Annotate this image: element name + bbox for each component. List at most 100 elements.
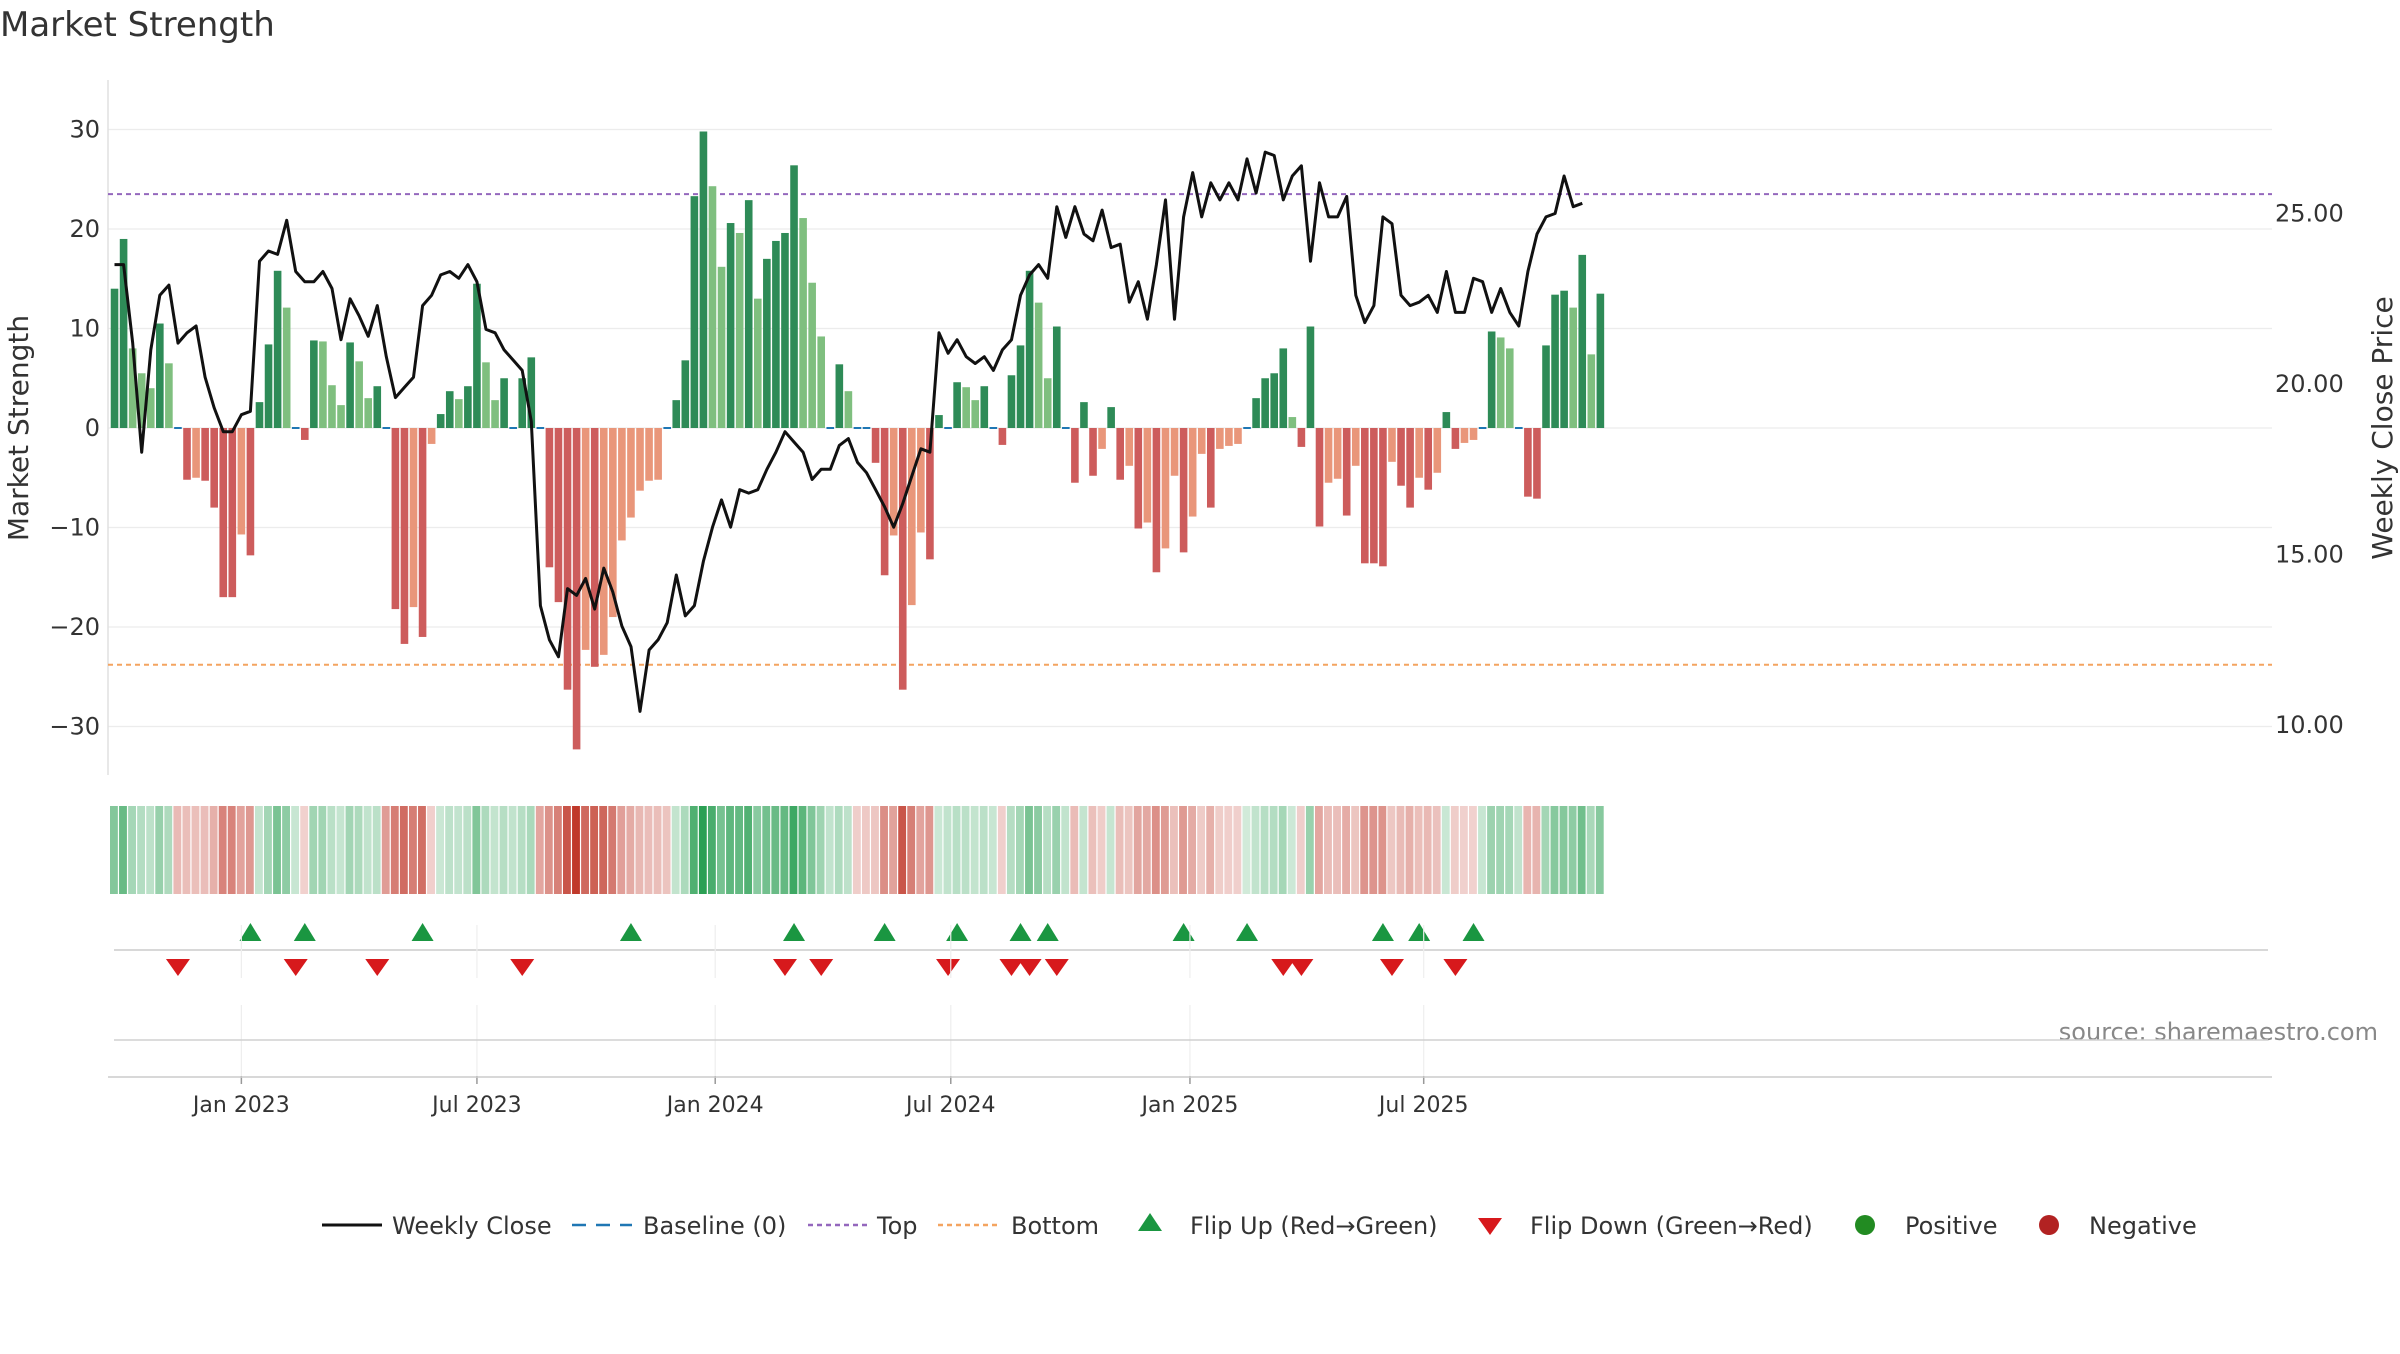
- heat-cell: [626, 806, 635, 894]
- strength-bar: [1587, 354, 1596, 428]
- heat-cell: [372, 806, 381, 894]
- strength-bar: [953, 382, 961, 428]
- strength-bar: [110, 288, 119, 428]
- strength-bar: [917, 428, 925, 533]
- strength-bar: [1379, 428, 1387, 567]
- heat-cell: [1287, 806, 1296, 894]
- heat-cell: [1469, 806, 1477, 894]
- heat-cell: [164, 806, 173, 894]
- strength-bar: [1270, 373, 1279, 428]
- flip-down-marker: [1271, 959, 1296, 976]
- heat-cell: [273, 806, 281, 894]
- heat-cell: [1188, 806, 1196, 894]
- strength-bar: [1596, 293, 1605, 428]
- strength-bar: [962, 387, 970, 428]
- x-tick-label: Jul 2023: [430, 1093, 522, 1118]
- x-tick-label: Jul 2024: [904, 1093, 996, 1118]
- strength-bar: [726, 223, 735, 428]
- heat-cell: [218, 806, 227, 894]
- flip-up-marker: [1462, 923, 1485, 941]
- heat-cell: [590, 806, 599, 894]
- heat-cell: [1505, 806, 1514, 894]
- heat-cell: [454, 806, 463, 894]
- strength-bar: [1134, 428, 1143, 529]
- heat-cell: [1514, 806, 1523, 894]
- heat-cell: [671, 806, 680, 894]
- heat-cell: [408, 806, 417, 894]
- baseline-dash: [536, 427, 545, 429]
- heat-cell: [662, 806, 671, 894]
- heat-cell: [1487, 806, 1495, 894]
- left-y-tick-label: 0: [85, 414, 100, 442]
- heat-cell: [1324, 806, 1332, 894]
- flip-down-marker: [999, 959, 1024, 976]
- right-y-tick-label: 10.00: [2275, 711, 2344, 739]
- heat-cell: [390, 806, 399, 894]
- heat-cell: [1414, 806, 1423, 894]
- strength-bar: [880, 428, 889, 576]
- heat-cell: [816, 806, 825, 894]
- strength-bar: [1388, 428, 1396, 462]
- heat-cell: [1034, 806, 1042, 894]
- heat-cell: [1215, 806, 1224, 894]
- legend: Weekly Close Baseline (0) Top Bottom Flip Up…: [322, 1212, 2197, 1240]
- strength-bar: [455, 399, 463, 428]
- left-y-tick-label: 20: [69, 215, 100, 243]
- strength-bar: [192, 428, 200, 478]
- baseline-dash: [509, 427, 517, 429]
- heat-cell: [336, 806, 345, 894]
- strength-bar: [772, 240, 780, 428]
- heat-cell: [771, 806, 780, 894]
- flip-up-marker: [873, 923, 896, 941]
- legend-flip-down-label: Flip Down (Green→Red): [1530, 1212, 1813, 1240]
- heat-cell: [1170, 806, 1178, 894]
- flip-markers: [114, 923, 2268, 976]
- strength-bar: [971, 400, 980, 428]
- strength-bar: [518, 378, 527, 428]
- strength-bar: [563, 428, 572, 690]
- strength-bar: [391, 428, 400, 610]
- heat-cell: [617, 806, 626, 894]
- baseline-dash: [174, 427, 182, 429]
- legend-top-label: Top: [876, 1212, 918, 1240]
- strength-bar: [908, 428, 916, 606]
- flip-up-marker: [293, 923, 316, 941]
- flip-down-marker: [283, 959, 308, 976]
- strength-bar: [1288, 417, 1297, 428]
- heat-cell: [961, 806, 970, 894]
- strength-bar: [183, 428, 191, 480]
- strength-bar: [844, 391, 853, 428]
- strength-bar: [554, 428, 563, 603]
- flip-down-marker: [365, 959, 390, 976]
- strength-bar: [156, 323, 164, 428]
- heat-cell: [861, 806, 870, 894]
- strength-bar: [500, 378, 508, 428]
- heat-cell: [889, 806, 898, 894]
- heat-cell: [907, 806, 916, 894]
- strength-bar: [1098, 428, 1106, 449]
- heat-cell: [635, 806, 644, 894]
- strength-bar: [1505, 348, 1514, 428]
- strength-bar: [1533, 428, 1541, 499]
- heat-cell: [1269, 806, 1278, 894]
- strength-bar: [1197, 428, 1206, 454]
- heat-cell: [1224, 806, 1233, 894]
- heat-cell: [1305, 806, 1314, 894]
- strength-bar: [1560, 290, 1568, 428]
- strength-bar: [609, 428, 617, 618]
- strength-bar: [482, 362, 490, 428]
- strength-bar: [1261, 378, 1269, 428]
- strength-bar: [1016, 345, 1025, 428]
- strength-bar: [1406, 428, 1414, 508]
- strength-bar: [436, 414, 445, 428]
- flip-up-marker: [783, 923, 806, 941]
- strength-bar: [337, 405, 345, 428]
- heat-cell: [472, 806, 481, 894]
- flip-down-marker: [1379, 959, 1404, 976]
- left-y-tick-label: −30: [49, 713, 100, 741]
- strength-bar: [445, 391, 454, 428]
- strength-bar: [1116, 428, 1124, 480]
- reference-lines: [108, 193, 2272, 666]
- strength-bar: [264, 344, 273, 428]
- heat-cell: [544, 806, 553, 894]
